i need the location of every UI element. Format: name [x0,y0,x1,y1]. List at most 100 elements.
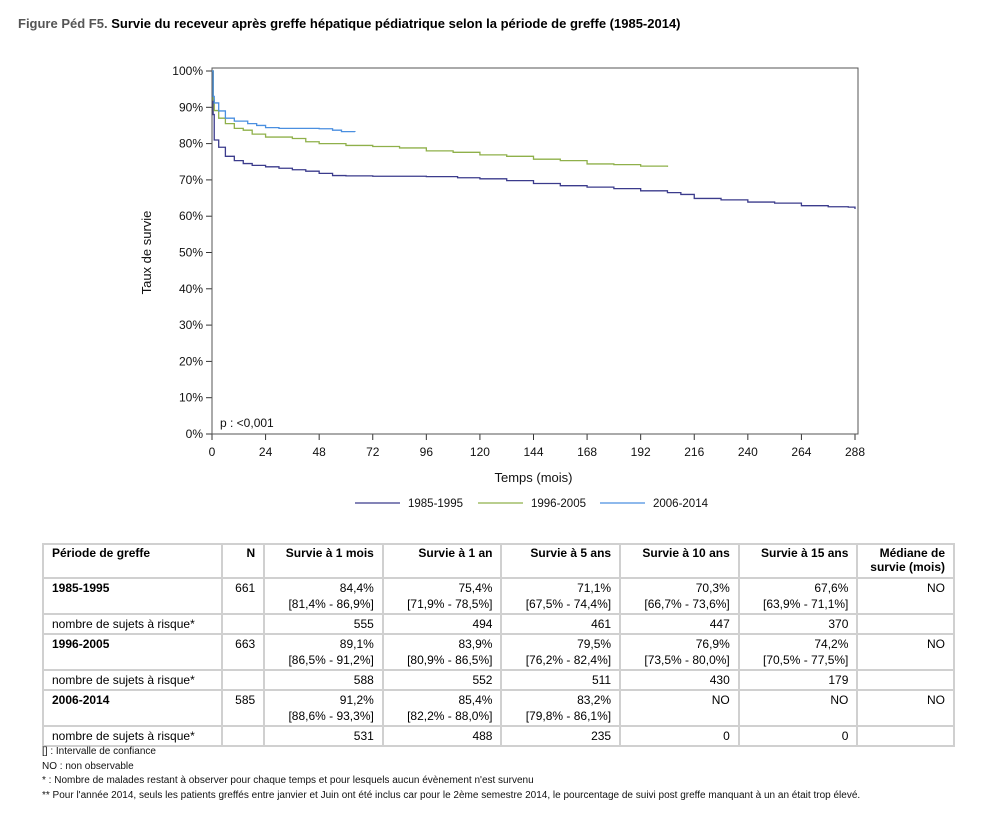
survival-curve-2006-2014 [212,70,356,133]
y-tick-label: 40% [179,282,203,296]
y-axis: 0% 10% 20% 30% 40% 50% 60% 70% 80% 90% 100% [172,64,212,441]
y-tick-label: 80% [179,137,203,151]
median-cell-empty [856,613,955,635]
x-tick-label: 120 [470,445,490,459]
survival-value: 75,4% [458,581,493,595]
at-risk-cell: 0 [737,725,859,747]
survival-cell: NO [619,689,740,727]
median-cell: NO [856,633,955,671]
n-cell: 661 [220,577,266,615]
survival-cell: 79,5% [76,2% - 82,4%] [500,633,622,671]
survival-value: 79,5% [577,637,612,651]
table-row-at-risk: nombre de sujets à risque* 555 494 461 447 37… [42,613,955,635]
legend-label: 1985-1995 [408,498,463,510]
y-tick-label: 30% [179,318,203,332]
footnotes: [] : Intervalle de confiance NO : non ob… [42,745,860,803]
survival-cell: 83,2% [79,8% - 86,1%] [500,689,622,727]
x-tick-label: 168 [577,445,597,459]
table-row-group: 1985-1995 661 84,4% [81,4% - 86,9%] 75,4% [71… [42,577,955,615]
figure-title: Figure Péd F5. Survie du receveur après … [18,16,681,31]
at-risk-cell: 588 [263,669,384,691]
at-risk-cell: 511 [500,669,622,691]
survival-value: 71,1% [577,581,612,595]
at-risk-cell: 555 [263,613,384,635]
at-risk-cell: 488 [381,725,503,747]
period-cell: 1985-1995 [42,577,223,615]
x-axis-title: Temps (mois) [494,470,572,485]
survival-value: 83,2% [577,693,612,707]
survival-table: Période de greffe N Survie à 1 mois Surv… [42,543,955,747]
median-cell-empty [856,725,955,747]
confidence-interval: [66,7% - 73,6%] [644,597,730,611]
y-tick-label: 10% [179,391,203,405]
header-1-month: Survie à 1 mois [263,543,384,579]
confidence-interval: [73,5% - 80,0%] [644,653,730,667]
footnote-at-risk: * : Nombre de malades restant à observer… [42,775,534,786]
x-tick-label: 288 [845,445,865,459]
n-cell: 663 [220,633,266,671]
confidence-interval: [70,5% - 77,5%] [763,653,849,667]
legend: 1985-1995 1996-2005 2006-2014 [355,498,709,510]
at-risk-label: nombre de sujets à risque* [42,613,223,635]
figure-title-text: Survie du receveur après greffe hépatiqu… [111,16,681,31]
survival-value: 84,4% [339,581,374,595]
table-row-at-risk: nombre de sujets à risque* 588 552 511 430 17… [42,669,955,691]
median-cell: NO [856,577,955,615]
median-cell: NO [856,689,955,727]
at-risk-cell: 461 [500,613,622,635]
at-risk-cell: 447 [619,613,740,635]
survival-cell: 84,4% [81,4% - 86,9%] [263,577,384,615]
survival-value: NO [830,693,849,707]
footnote-ci: [] : Intervalle de confiance [42,746,156,757]
confidence-interval: [79,8% - 86,1%] [525,709,612,723]
confidence-interval: [86,5% - 91,2%] [288,653,374,667]
survival-value: 74,2% [814,637,849,651]
median-cell-empty [856,669,955,691]
x-tick-label: 72 [366,445,380,459]
confidence-interval: [76,2% - 82,4%] [525,653,612,667]
confidence-interval: [71,9% - 78,5%] [407,597,493,611]
survival-cell: 89,1% [86,5% - 91,2%] [263,633,384,671]
at-risk-cell: 179 [737,669,859,691]
y-tick-label: 20% [179,354,203,368]
period-cell: 1996-2005 [42,633,223,671]
p-value-annotation: p : <0,001 [220,416,274,430]
y-tick-label: 100% [172,64,203,78]
header-n: N [220,543,266,579]
survival-cell: 76,9% [73,5% - 80,0%] [619,633,740,671]
at-risk-cell: 430 [619,669,740,691]
at-risk-label: nombre de sujets à risque* [42,669,223,691]
header-period: Période de greffe [42,543,223,579]
at-risk-cell: 370 [737,613,859,635]
header-1-year: Survie à 1 an [381,543,503,579]
survival-value: 76,9% [695,637,730,651]
survival-cell: 71,1% [67,5% - 74,4%] [500,577,622,615]
x-tick-label: 24 [259,445,273,459]
survival-value: 83,9% [458,637,493,651]
table-row-at-risk: nombre de sujets à risque* 531 488 235 0 0 [42,725,955,747]
at-risk-cell: 235 [500,725,622,747]
x-tick-label: 96 [420,445,434,459]
plot-frame [211,67,859,435]
confidence-interval: [63,9% - 71,1%] [763,597,849,611]
survival-value: 91,2% [339,693,374,707]
x-tick-label: 192 [631,445,651,459]
survival-cell: 75,4% [71,9% - 78,5%] [381,577,503,615]
survival-cell: 91,2% [88,6% - 93,3%] [263,689,384,727]
survival-cell: 67,6% [63,9% - 71,1%] [737,577,859,615]
survival-curve-1985-1995 [212,70,856,209]
y-tick-label: 60% [179,209,203,223]
survival-value: 85,4% [458,693,493,707]
x-axis: 0 24 48 72 96 120 144 168 192 216 240 264 288 [209,434,865,459]
survival-chart: 0% 10% 20% 30% 40% 50% 60% 70% 80% 90% 100% 0 24 48 7… [139,64,865,510]
confidence-interval: [82,2% - 88,0%] [407,709,493,723]
y-axis-title: Taux de survie [139,211,154,295]
x-tick-label: 264 [791,445,811,459]
at-risk-cell: 494 [381,613,503,635]
survival-value: 70,3% [695,581,730,595]
header-median: Médiane de survie (mois) [856,543,955,579]
footnote-2014: ** Pour l'année 2014, seuls les patients… [42,789,861,801]
at-risk-cell: 0 [619,725,740,747]
series-layer [212,70,856,209]
